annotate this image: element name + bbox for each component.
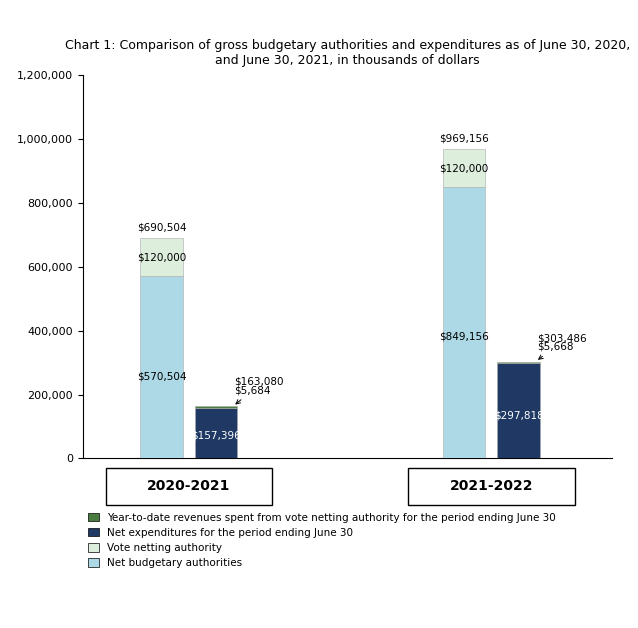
Text: $297,818: $297,818 — [494, 411, 544, 421]
Bar — [443, 149, 486, 187]
Bar — [106, 468, 272, 505]
Bar — [408, 468, 575, 505]
Text: $570,504: $570,504 — [137, 372, 186, 381]
Text: $163,080: $163,080 — [234, 376, 284, 386]
Text: $303,486: $303,486 — [537, 333, 586, 343]
Text: $120,000: $120,000 — [137, 252, 186, 262]
Text: $849,156: $849,156 — [440, 332, 489, 342]
Text: $157,396: $157,396 — [191, 431, 241, 441]
Legend: Year-to-date revenues spent from vote netting authority for the period ending Ju: Year-to-date revenues spent from vote ne… — [88, 512, 556, 568]
Title: Chart 1: Comparison of gross budgetary authorities and expenditures as of June 3: Chart 1: Comparison of gross budgetary a… — [65, 39, 630, 67]
Text: 2020-2021: 2020-2021 — [147, 479, 230, 494]
Text: $690,504: $690,504 — [137, 222, 186, 232]
Bar — [195, 406, 237, 408]
Bar — [195, 408, 237, 458]
Text: $120,000: $120,000 — [440, 163, 489, 173]
Text: $969,156: $969,156 — [440, 133, 489, 143]
Bar — [443, 187, 486, 458]
Text: $5,668: $5,668 — [537, 342, 574, 359]
Text: $5,684: $5,684 — [234, 385, 271, 404]
Bar — [140, 276, 183, 458]
Bar — [140, 238, 183, 276]
Bar — [498, 364, 540, 458]
Text: 2021-2022: 2021-2022 — [450, 479, 533, 494]
Bar — [498, 362, 540, 364]
